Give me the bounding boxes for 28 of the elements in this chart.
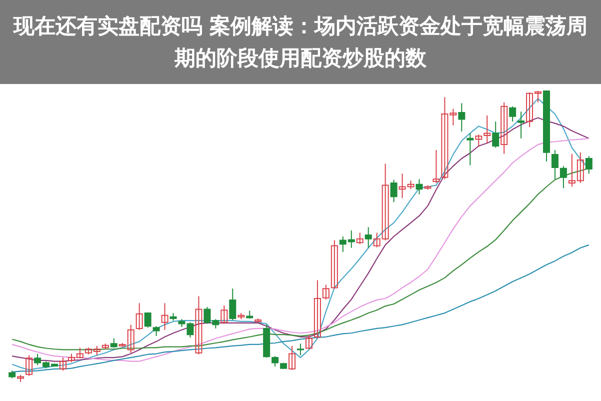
candlestick (509, 106, 516, 122)
chart-title: 现在还有实盘配资吗 案例解读：场内活跃资金处于宽幅震荡周期的阶段使用配资炒股的数 (0, 0, 601, 84)
candlestick (26, 354, 33, 376)
candlestick (330, 240, 338, 290)
candlestick (220, 304, 228, 324)
candlestick (458, 102, 466, 132)
candlestick (500, 102, 508, 154)
candlestick (432, 150, 440, 184)
candlestick (136, 302, 143, 330)
candlestick (161, 302, 168, 330)
candlestick (364, 226, 372, 248)
candlestick (144, 312, 152, 328)
candlestick (466, 132, 474, 166)
candlestick (59, 357, 66, 372)
candlestick (492, 121, 500, 148)
candlestick (297, 343, 304, 356)
candlestick (195, 296, 202, 355)
candlestick (560, 166, 567, 189)
candlestick (518, 111, 525, 139)
candlestick (229, 288, 236, 321)
candlestick (416, 178, 423, 195)
candlestick (390, 179, 398, 203)
candlestick (305, 334, 312, 350)
candlestick (356, 232, 364, 245)
candlestick (152, 326, 160, 337)
candlestick (551, 150, 558, 180)
candlestick (585, 156, 592, 174)
candlestick (288, 345, 296, 370)
